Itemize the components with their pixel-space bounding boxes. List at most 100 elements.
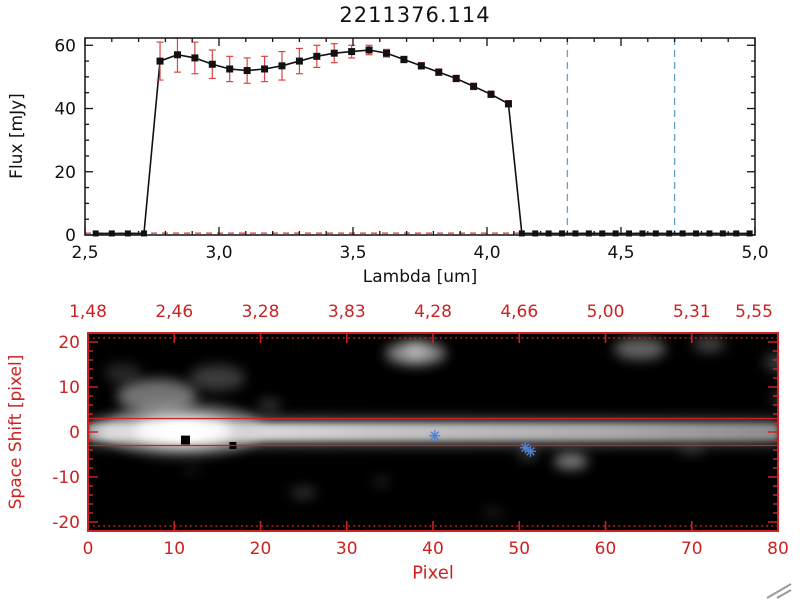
data-point-marker: [733, 230, 740, 237]
data-point-marker: [545, 230, 552, 237]
lambda-tick-label: 3,0: [205, 243, 232, 263]
lambda-tick-label: 4,0: [473, 243, 500, 263]
space-shift-tick-label: -20: [52, 513, 80, 533]
data-point-marker: [652, 230, 659, 237]
data-point-marker: [417, 62, 425, 70]
data-point-marker: [400, 56, 408, 64]
wavelength-tick-label: 1,48: [69, 302, 107, 322]
bad-pixel: [180, 435, 190, 445]
data-point-marker: [243, 67, 251, 75]
pixel-tick-label: 80: [767, 539, 789, 559]
data-point-marker: [585, 230, 592, 237]
wavelength-tick-label: 4,28: [414, 302, 452, 322]
data-point-marker: [719, 230, 726, 237]
data-point-marker: [124, 230, 131, 237]
image-blob: [182, 466, 201, 475]
data-point-marker: [679, 230, 686, 237]
data-point-marker: [261, 65, 269, 73]
pixel-tick-label: 30: [336, 539, 358, 559]
image-blob: [104, 363, 141, 384]
space-shift-tick-label: -10: [52, 468, 80, 488]
image-blob: [482, 508, 505, 518]
star-marker: [524, 445, 536, 457]
wavelength-tick-label: 2,46: [155, 302, 193, 322]
spectrum-line: [95, 49, 750, 235]
wavelength-tick-label: 4,66: [500, 302, 538, 322]
space-shift-tick-label: 0: [69, 423, 80, 443]
wavelength-tick-label: 3,83: [328, 302, 366, 322]
image-blob: [403, 345, 428, 357]
data-point-marker: [693, 230, 700, 237]
data-point-marker: [348, 48, 356, 56]
space-shift-tick-label: 20: [58, 333, 80, 353]
data-point-marker: [612, 230, 619, 237]
image-blob: [678, 445, 705, 455]
data-point-marker: [599, 230, 606, 237]
lambda-tick-label: 4,5: [607, 243, 634, 263]
flux-tick-label: 60: [54, 36, 76, 56]
data-point-marker: [226, 65, 234, 73]
pixel-tick-label: 60: [595, 539, 617, 559]
trace-bright-core: [158, 423, 207, 440]
data-point-marker: [666, 230, 673, 237]
data-point-marker: [435, 68, 443, 76]
wavelength-tick-label: 3,28: [242, 302, 280, 322]
star-marker: [429, 430, 441, 442]
data-point-marker: [208, 60, 216, 68]
pixel-tick-label: 10: [163, 539, 185, 559]
data-point-marker: [383, 49, 390, 57]
spectrum-plot: 2,5 3,0 3,5 4,0 4,5 5,0 0 20 40 60: [54, 36, 768, 263]
lambda-tick-label: 2,5: [71, 243, 98, 263]
data-point-marker: [330, 49, 338, 57]
data-point-marker: [639, 230, 646, 237]
data-point-marker: [140, 230, 147, 237]
lambda-tick-label: 5,0: [741, 243, 768, 263]
data-point-marker: [156, 57, 164, 65]
pixel-tick-label: 40: [422, 539, 444, 559]
image-blob: [771, 390, 778, 406]
data-point-marker: [173, 51, 181, 59]
data-point-marker: [313, 52, 321, 60]
data-point-marker: [706, 230, 713, 237]
data-point-marker: [487, 90, 495, 98]
spatial-image-plot: 0 1,48 10 2,46 20 3,28 30 3,83 40 4,28 50 4,66 60 5,0…: [52, 302, 789, 559]
image-blob: [554, 453, 588, 470]
pixel-tick-label: 70: [681, 539, 703, 559]
image-blob: [257, 399, 282, 411]
data-point-marker: [518, 230, 525, 237]
data-point-marker: [470, 82, 478, 90]
flux-tick-label: 20: [54, 163, 76, 183]
lambda-tick-label: 3,5: [339, 243, 366, 263]
wavelength-tick-label: 5,00: [587, 302, 625, 322]
pixel-tick-label: 0: [83, 539, 94, 559]
data-point-marker: [278, 62, 286, 70]
data-point-marker: [559, 230, 566, 237]
wavelength-tick-label: 5,31: [673, 302, 711, 322]
resize-grip[interactable]: [766, 583, 792, 599]
image-blob: [290, 486, 317, 499]
data-point-marker: [532, 230, 539, 237]
plot-frame: [84, 37, 756, 236]
flux-tick-label: 40: [54, 100, 76, 120]
flux-tick-label: 0: [65, 226, 76, 246]
data-point-marker: [365, 46, 373, 54]
image-blob: [693, 336, 725, 353]
image-blob: [189, 365, 246, 391]
image-blob: [614, 337, 666, 360]
pixel-tick-label: 20: [250, 539, 272, 559]
data-point-marker: [746, 230, 753, 237]
data-point-marker: [92, 230, 99, 237]
data-point-marker: [452, 74, 460, 82]
image-blob: [764, 353, 778, 372]
pixel-tick-label: 50: [508, 539, 530, 559]
wavelength-tick-label: 5,55: [735, 302, 773, 322]
data-point-marker: [504, 100, 512, 108]
data-point-marker: [295, 57, 303, 65]
star-marker: [519, 442, 531, 454]
space-shift-tick-label: 10: [58, 378, 80, 398]
data-point-marker: [626, 230, 633, 237]
image-blob: [372, 476, 391, 487]
data-point-marker: [191, 54, 199, 62]
